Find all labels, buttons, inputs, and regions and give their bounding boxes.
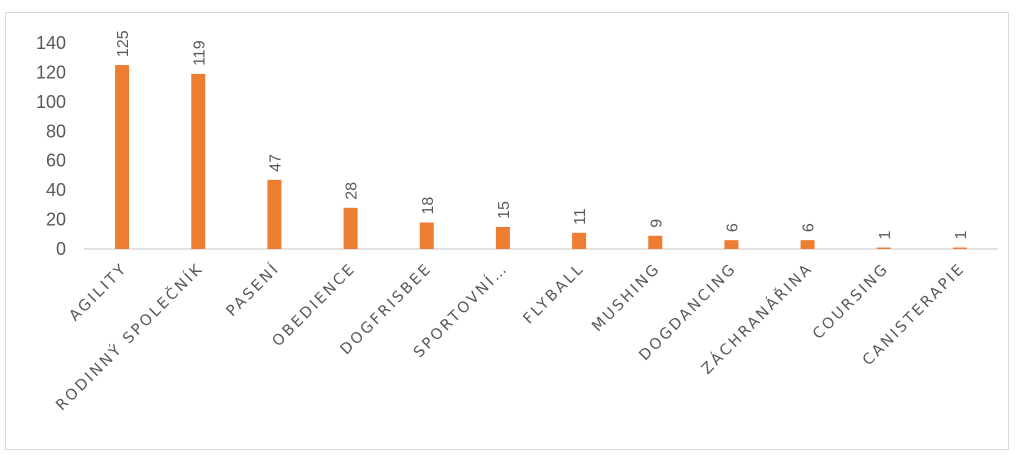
bar [267,179,282,249]
x-tick-label: RODINNÝ SPOLEČNÍK [51,258,207,414]
y-tick-label: 0 [56,239,66,259]
y-tick-label: 40 [46,180,66,200]
data-label: 1 [877,231,894,240]
data-label: 9 [648,219,665,228]
bar [800,240,815,249]
bar [724,240,739,249]
data-label: 18 [420,197,437,215]
y-tick-label: 100 [36,92,66,112]
bar [191,73,206,250]
y-tick-label: 20 [46,210,66,230]
data-label: 47 [267,154,284,172]
data-label: 11 [572,208,589,225]
bar [343,207,358,249]
bar [115,65,130,249]
bar [876,247,891,249]
x-tick-label: FLYBALL [519,259,588,328]
data-label: 119 [191,40,208,66]
bar [648,235,663,249]
data-label: 15 [496,201,513,219]
data-label: 125 [115,30,132,57]
y-tick-label: 140 [36,33,66,53]
bar [952,247,967,249]
data-label: 1 [953,231,970,240]
data-label: 28 [344,182,361,200]
y-tick-label: 80 [46,121,66,141]
y-tick-label: 60 [46,151,66,171]
x-tick-label: COURSING [809,259,893,343]
x-tick-label: MUSHING [588,259,664,335]
x-tick-label: PASENÍ [222,258,284,320]
data-label: 6 [801,223,818,232]
bar-series [115,65,967,250]
y-axis: 0 20 40 60 80 100 120 140 [36,33,66,259]
bar [495,226,510,249]
bar [419,222,434,249]
bar [572,232,587,249]
data-label: 6 [724,223,741,232]
y-tick-label: 120 [36,62,66,82]
x-tick-label: AGILITY [65,259,131,325]
